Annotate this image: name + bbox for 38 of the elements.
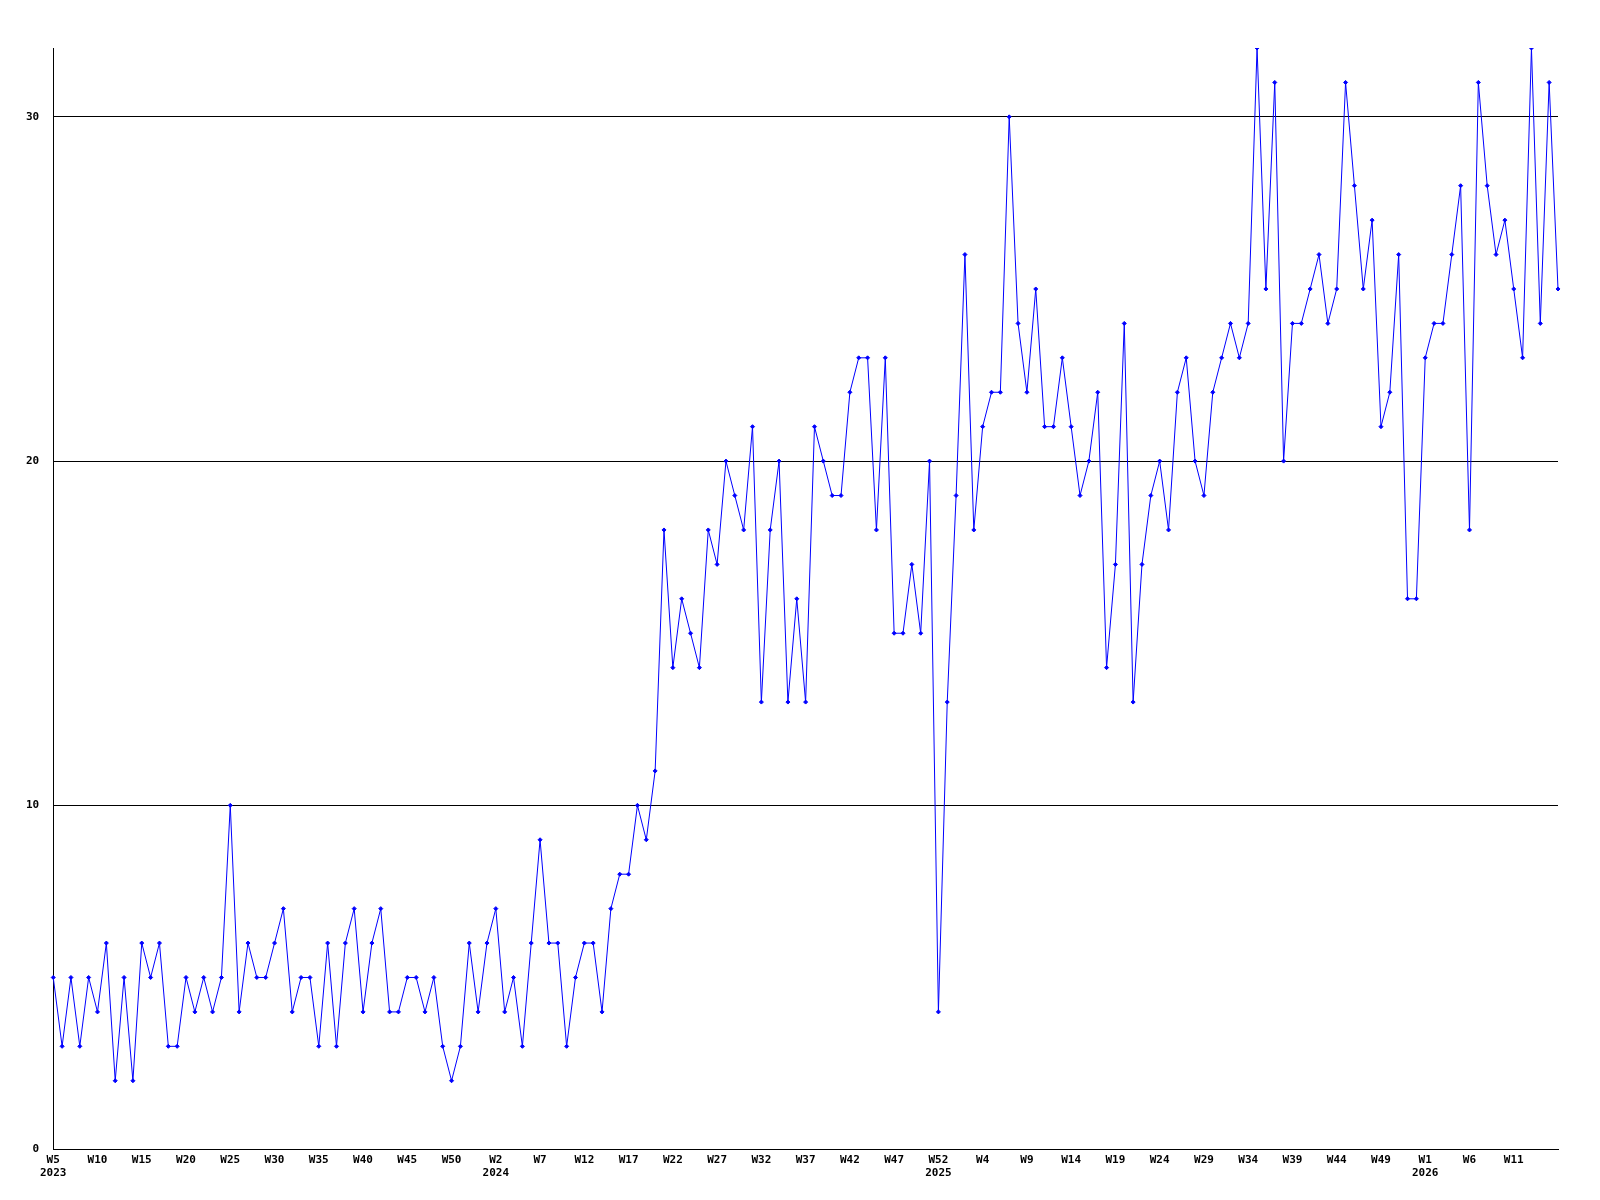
x-tick-label: W10 <box>87 1153 108 1167</box>
x-tick-label: W9 <box>1020 1153 1034 1167</box>
x-tick-label: W17 <box>618 1153 639 1167</box>
y-tick-label: 10 <box>26 798 40 812</box>
y-tick-label: 20 <box>26 453 40 467</box>
x-tick-label: W11 <box>1503 1153 1525 1167</box>
y-tick-label: 0 <box>32 1142 40 1156</box>
x-tick-label: W40 <box>353 1153 373 1167</box>
x-tick-label: W6 <box>1462 1153 1477 1167</box>
x-tick-label: W4 <box>976 1153 990 1167</box>
x-tick-label: W2 2024 <box>482 1153 510 1180</box>
x-tick-label: W29 <box>1194 1153 1214 1167</box>
x-tick-label: W1 2026 <box>1411 1153 1439 1180</box>
x-tick-label: W42 <box>839 1153 860 1167</box>
x-tick-label: W27 <box>707 1153 728 1167</box>
x-tick-label: W50 <box>441 1153 462 1167</box>
x-tick-label: W44 <box>1326 1153 1348 1167</box>
x-tick-label: W49 <box>1371 1153 1391 1167</box>
x-tick-label: W19 <box>1105 1153 1126 1167</box>
x-tick-label: W37 <box>795 1153 816 1167</box>
x-tick-label: W5 2023 <box>40 1153 67 1180</box>
x-tick-label: W22 <box>662 1153 683 1167</box>
x-tick-label: W15 <box>131 1153 152 1167</box>
x-tick-label: W39 <box>1282 1153 1303 1167</box>
x-tick-label: W35 <box>308 1153 329 1167</box>
x-tick-label: W25 <box>220 1153 241 1167</box>
x-tick-label: W52 2025 <box>925 1153 952 1180</box>
y-tick-label: 30 <box>26 109 40 123</box>
x-tick-label: W14 <box>1061 1153 1082 1167</box>
x-tick-label: W34 <box>1238 1153 1259 1167</box>
x-tick-label: W30 <box>264 1153 285 1167</box>
x-tick-label: W45 <box>397 1153 418 1167</box>
x-tick-label: W32 <box>751 1153 772 1167</box>
x-tick-label: W47 <box>884 1153 905 1167</box>
x-tick-label: W12 <box>574 1153 595 1167</box>
x-tick-label: W7 <box>533 1153 547 1167</box>
x-tick-label: W24 <box>1149 1153 1170 1167</box>
x-tick-label: W20 <box>176 1153 196 1167</box>
